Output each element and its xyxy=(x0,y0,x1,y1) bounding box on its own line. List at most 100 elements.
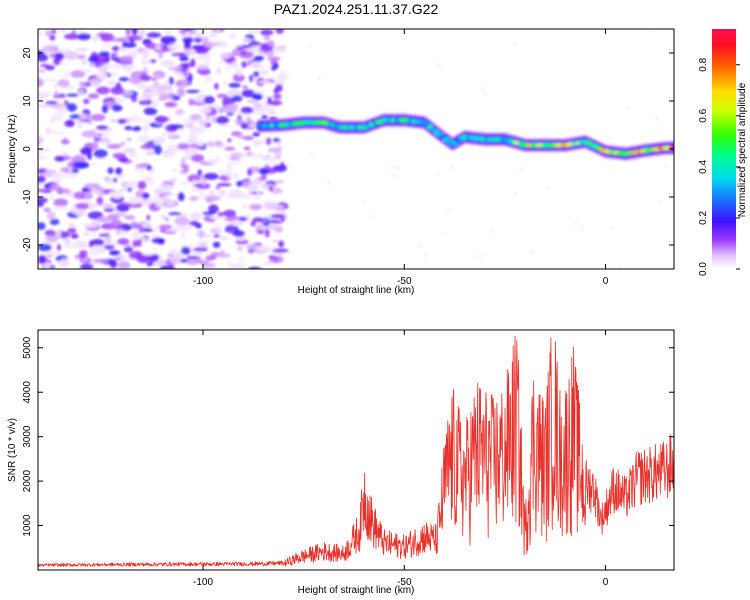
y-tick-label: 1000 xyxy=(22,514,33,537)
noise-blob xyxy=(189,113,203,121)
noise-blob xyxy=(38,243,52,252)
noise-blob xyxy=(248,179,262,185)
noise-blob xyxy=(232,219,244,227)
noise-blob xyxy=(249,74,254,82)
noise-dot xyxy=(618,265,622,268)
noise-blob xyxy=(46,235,59,243)
noise-blob xyxy=(172,168,178,174)
noise-blob xyxy=(267,147,282,153)
noise-blob xyxy=(159,265,175,269)
noise-blob xyxy=(160,35,176,45)
noise-blob xyxy=(179,79,189,86)
noise-blob xyxy=(91,141,99,151)
noise-blob xyxy=(79,118,91,122)
noise-blob xyxy=(216,93,228,99)
noise-dot xyxy=(580,227,583,230)
noise-blob xyxy=(253,71,260,78)
noise-blob xyxy=(240,106,254,114)
noise-blob xyxy=(151,98,159,108)
noise-blob xyxy=(272,248,289,253)
noise-blob xyxy=(252,61,261,69)
noise-dot xyxy=(328,181,331,184)
noise-blob xyxy=(201,36,210,45)
noise-blob xyxy=(112,177,118,183)
noise-blob xyxy=(237,46,244,51)
noise-blob xyxy=(260,29,274,36)
noise-dot xyxy=(441,232,444,235)
noise-blob xyxy=(148,257,159,262)
noise-blob xyxy=(191,180,199,184)
noise-blob xyxy=(88,55,99,64)
noise-blob xyxy=(164,217,170,222)
noise-dot xyxy=(513,43,517,46)
noise-dot xyxy=(607,137,610,140)
noise-blob xyxy=(81,59,87,66)
noise-blob xyxy=(53,198,68,207)
noise-blob xyxy=(170,124,184,129)
noise-dot xyxy=(651,29,655,32)
noise-blob xyxy=(198,69,211,76)
noise-blob xyxy=(188,132,198,140)
noise-blob xyxy=(142,123,150,133)
noise-blob xyxy=(111,212,127,217)
noise-blob xyxy=(268,100,283,106)
noise-blob xyxy=(117,48,129,53)
noise-dot xyxy=(285,45,288,48)
noise-blob xyxy=(136,163,148,169)
noise-blob xyxy=(52,112,65,121)
noise-blob xyxy=(165,151,176,158)
noise-blob xyxy=(197,93,205,98)
noise-blob xyxy=(97,216,113,223)
noise-blob xyxy=(273,93,282,100)
noise-blob xyxy=(109,250,121,256)
noise-blob xyxy=(219,53,231,59)
noise-blob xyxy=(52,94,67,99)
noise-blob xyxy=(204,172,219,180)
noise-blob xyxy=(155,73,162,81)
noise-blob xyxy=(241,61,247,69)
noise-blob xyxy=(261,114,268,120)
noise-blob xyxy=(189,244,194,249)
noise-blob xyxy=(115,203,130,212)
noise-blob xyxy=(38,78,44,87)
noise-blob xyxy=(252,132,261,137)
noise-blob xyxy=(151,237,165,244)
noise-blob xyxy=(168,66,183,71)
noise-blob xyxy=(208,195,221,201)
noise-blob xyxy=(43,208,51,212)
noise-blob xyxy=(83,68,93,74)
y-tick-label: -10 xyxy=(22,189,33,204)
x-tick-label: -50 xyxy=(397,276,412,287)
noise-dot xyxy=(531,250,535,254)
noise-blob xyxy=(137,135,152,143)
noise-blob xyxy=(116,229,126,234)
ridge-core xyxy=(260,123,265,128)
noise-dot xyxy=(278,137,281,141)
noise-blob xyxy=(226,194,242,199)
noise-blob xyxy=(203,95,215,105)
noise-blob xyxy=(208,204,219,214)
noise-blob xyxy=(208,32,218,38)
noise-blob xyxy=(180,157,186,167)
ridge-core xyxy=(354,125,358,130)
noise-blob xyxy=(174,216,190,226)
noise-blob xyxy=(103,208,115,212)
noise-blob xyxy=(232,230,245,238)
noise-blob xyxy=(242,135,255,141)
colorbar-label: Normalized spectral amplitude xyxy=(737,82,748,217)
spectrogram-y-ticks: -20 -10 0 10 20 xyxy=(22,47,674,252)
noise-blob xyxy=(215,29,221,32)
noise-dot xyxy=(446,209,449,212)
noise-blob xyxy=(193,37,203,43)
noise-blob xyxy=(160,60,175,67)
noise-blob xyxy=(126,137,132,141)
noise-blob xyxy=(91,229,97,238)
y-tick-label: 3000 xyxy=(22,425,33,448)
noise-blob xyxy=(129,152,138,158)
noise-blob xyxy=(122,90,133,97)
noise-blob xyxy=(117,238,130,245)
noise-blob xyxy=(230,61,239,68)
noise-blob xyxy=(228,34,237,39)
noise-blob xyxy=(267,50,274,59)
